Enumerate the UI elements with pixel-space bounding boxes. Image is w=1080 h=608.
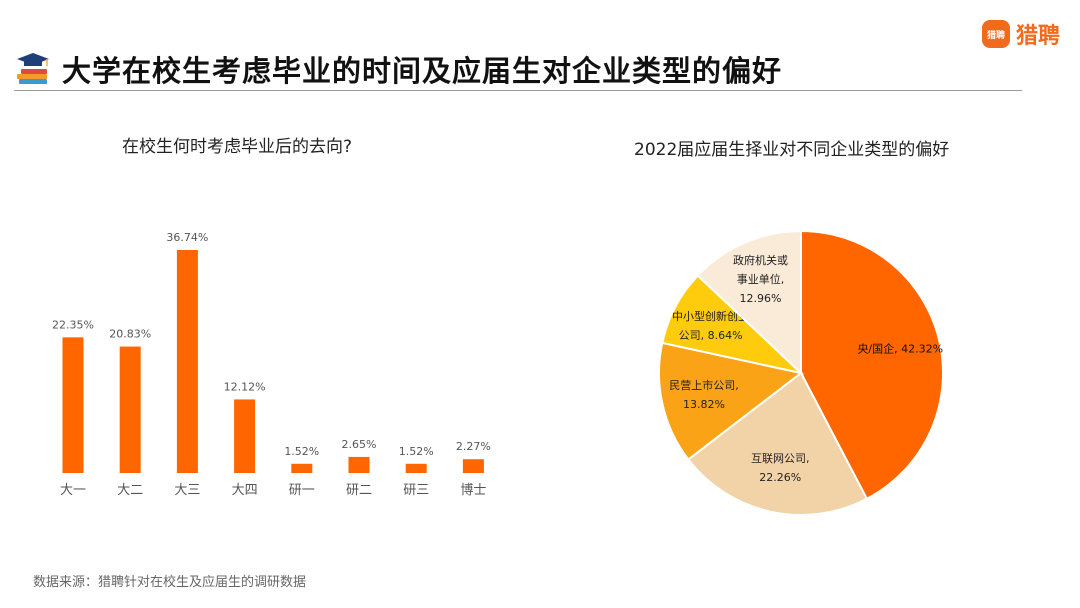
pie-slice-label: 中小型创新创业公司, 8.64% [672, 309, 749, 342]
bar-大二 [119, 346, 141, 473]
bar-大一 [62, 337, 84, 473]
bar-value-label: 12.12% [224, 380, 266, 393]
bar-value-label: 1.52% [399, 445, 434, 458]
bar-大三 [176, 250, 198, 473]
pie-slice [686, 371, 869, 516]
bar-value-label: 20.83% [109, 328, 151, 341]
pie-slice-label: 央/国企, 42.32% [857, 342, 943, 356]
bar-category-label: 研一 [289, 483, 315, 498]
bar-value-label: 1.52% [284, 445, 319, 458]
bar-研一 [291, 463, 313, 473]
page-title: 大学在校生考虑毕业的时间及应届生对企业类型的偏好 [62, 54, 783, 88]
bar-value-label: 22.35% [52, 318, 94, 331]
pie-slice [658, 341, 804, 461]
bar-博士 [462, 459, 484, 473]
bar-category-label: 大一 [60, 483, 86, 498]
pie-chart-title: 2022届应届生择业对不同企业类型的偏好 [634, 140, 950, 160]
liepin-logo: 猎聘 猎聘 [982, 18, 1060, 50]
bar-研三 [405, 463, 427, 473]
bar-value-label: 36.74% [166, 231, 208, 244]
source-note: 数据来源：猎聘针对在校生及应届生的调研数据 [33, 575, 307, 590]
bar-category-label: 大二 [117, 483, 143, 498]
bar-category-label: 研二 [346, 483, 372, 498]
bar-研二 [348, 456, 370, 473]
pie-slice-label: 互联网公司, 22.26% [751, 452, 810, 484]
bar-chart: 22.35% 大一 20.83% 大二 36.74% 大三 12.12% 大四 1.52% 研一 2… [52, 231, 491, 498]
title-divider [14, 90, 1022, 91]
bar-大四 [234, 399, 256, 473]
pie-slice [696, 229, 802, 376]
liepin-logo-icon: 猎聘 [982, 20, 1010, 48]
bar-category-label: 研三 [403, 483, 429, 498]
pie-slice-label: 民营上市公司, 13.82% [669, 378, 739, 411]
bar-value-label: 2.27% [456, 440, 491, 453]
liepin-logo-text: 猎聘 [1016, 24, 1061, 49]
pie-slice-label: 政府机关或事业单位, 12.96% [733, 253, 788, 305]
page-header: 大学在校生考虑毕业的时间及应届生对企业类型的偏好 [14, 48, 782, 90]
graduation-books-icon [17, 53, 49, 84]
pie-slice [800, 229, 944, 501]
bar-category-label: 大三 [174, 483, 200, 498]
bar-chart-title: 在校生何时考虑毕业后的去向? [122, 137, 353, 157]
bar-category-label: 大四 [232, 483, 258, 498]
bar-value-label: 2.65% [342, 438, 377, 451]
bar-category-label: 博士 [460, 483, 486, 498]
